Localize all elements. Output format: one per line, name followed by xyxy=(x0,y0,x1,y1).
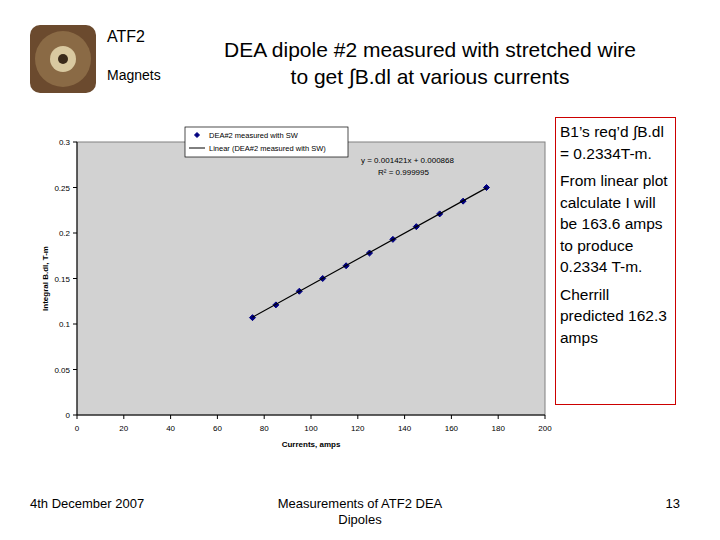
notes-box: B1’s req’d ∫B.dl = 0.2334T-m. From linear… xyxy=(555,117,676,405)
x-tick-label: 200 xyxy=(538,424,552,433)
x-tick xyxy=(404,415,405,419)
x-axis-label: Currents, amps xyxy=(282,440,341,449)
x-tick xyxy=(357,415,358,419)
x-tick-label: 40 xyxy=(166,424,175,433)
photo-core xyxy=(50,46,76,72)
x-tick xyxy=(311,415,312,419)
trend-line xyxy=(253,188,487,317)
x-tick xyxy=(498,415,499,419)
legend-label: Linear (DEA#2 measured with SW) xyxy=(209,144,326,153)
plot-area xyxy=(77,142,545,415)
y-tick xyxy=(73,142,77,143)
x-tick xyxy=(77,415,78,419)
photo-bore xyxy=(58,54,68,64)
x-tick-label: 100 xyxy=(304,424,318,433)
footer-center: Measurements of ATF2 DEA Dipoles xyxy=(270,496,450,528)
y-tick-label: 0.1 xyxy=(59,320,71,329)
legend-label: DEA#2 measured with SW xyxy=(209,131,299,140)
note: Cherrill predicted 162.3 amps xyxy=(560,284,671,349)
y-tick xyxy=(73,278,77,279)
x-tick-label: 180 xyxy=(492,424,506,433)
note: From linear plot calculate I will be 163… xyxy=(560,170,671,278)
photo-bg xyxy=(30,25,96,93)
x-tick-label: 140 xyxy=(398,424,412,433)
y-tick-label: 0.2 xyxy=(59,229,71,238)
legend-key xyxy=(195,133,200,138)
y-axis-label: Integral B.dl, T-m xyxy=(41,246,50,311)
slide: 0 0.05 0.1 0.15 0.2 0.25 0.3 0 20 40 60 80 100 120 140… xyxy=(0,0,720,540)
y-tick-label: 0 xyxy=(66,411,71,420)
footer-date: 4th December 2007 xyxy=(30,496,144,511)
y-axis xyxy=(77,142,78,415)
y-tick xyxy=(73,415,77,416)
legend-box xyxy=(185,127,348,157)
x-tick-label: 60 xyxy=(213,424,222,433)
x-tick xyxy=(217,415,218,419)
photo xyxy=(30,25,96,93)
x-tick xyxy=(264,415,265,419)
note: B1’s req’d ∫B.dl = 0.2334T-m. xyxy=(560,121,671,164)
x-tick xyxy=(451,415,452,419)
legend-key xyxy=(189,148,205,149)
y-tick-label: 0.05 xyxy=(54,366,70,375)
slide-title: to get ∫B.dl at various currents xyxy=(170,65,690,89)
x-tick xyxy=(123,415,124,419)
y-tick xyxy=(73,233,77,234)
y-tick xyxy=(73,324,77,325)
photo-magnet xyxy=(35,31,91,87)
x-tick-label: 120 xyxy=(351,424,365,433)
x-tick xyxy=(170,415,171,419)
y-tick xyxy=(73,369,77,370)
x-tick-label: 0 xyxy=(75,424,80,433)
slide-title: DEA dipole #2 measured with stretched wi… xyxy=(170,38,690,62)
x-tick-label: 160 xyxy=(445,424,459,433)
annotation: R² = 0.999995 xyxy=(378,168,429,177)
footer-page: 13 xyxy=(650,496,680,511)
x-tick-label: 80 xyxy=(260,424,269,433)
x-tick xyxy=(545,415,546,419)
marks xyxy=(250,185,490,321)
y-tick-label: 0.15 xyxy=(54,275,70,284)
y-tick xyxy=(73,187,77,188)
y-tick-label: 0.25 xyxy=(54,184,70,193)
x-axis xyxy=(77,415,545,416)
legend: DEA#2 measured with SW Linear (DEA#2 meas… xyxy=(185,127,348,157)
header-title: ATF2 xyxy=(107,28,145,46)
header-subtitle: Magnets xyxy=(107,67,161,83)
annotation: y = 0.001421x + 0.000868 xyxy=(361,156,455,165)
x-tick-label: 20 xyxy=(119,424,128,433)
y-tick-label: 0.3 xyxy=(59,138,71,147)
